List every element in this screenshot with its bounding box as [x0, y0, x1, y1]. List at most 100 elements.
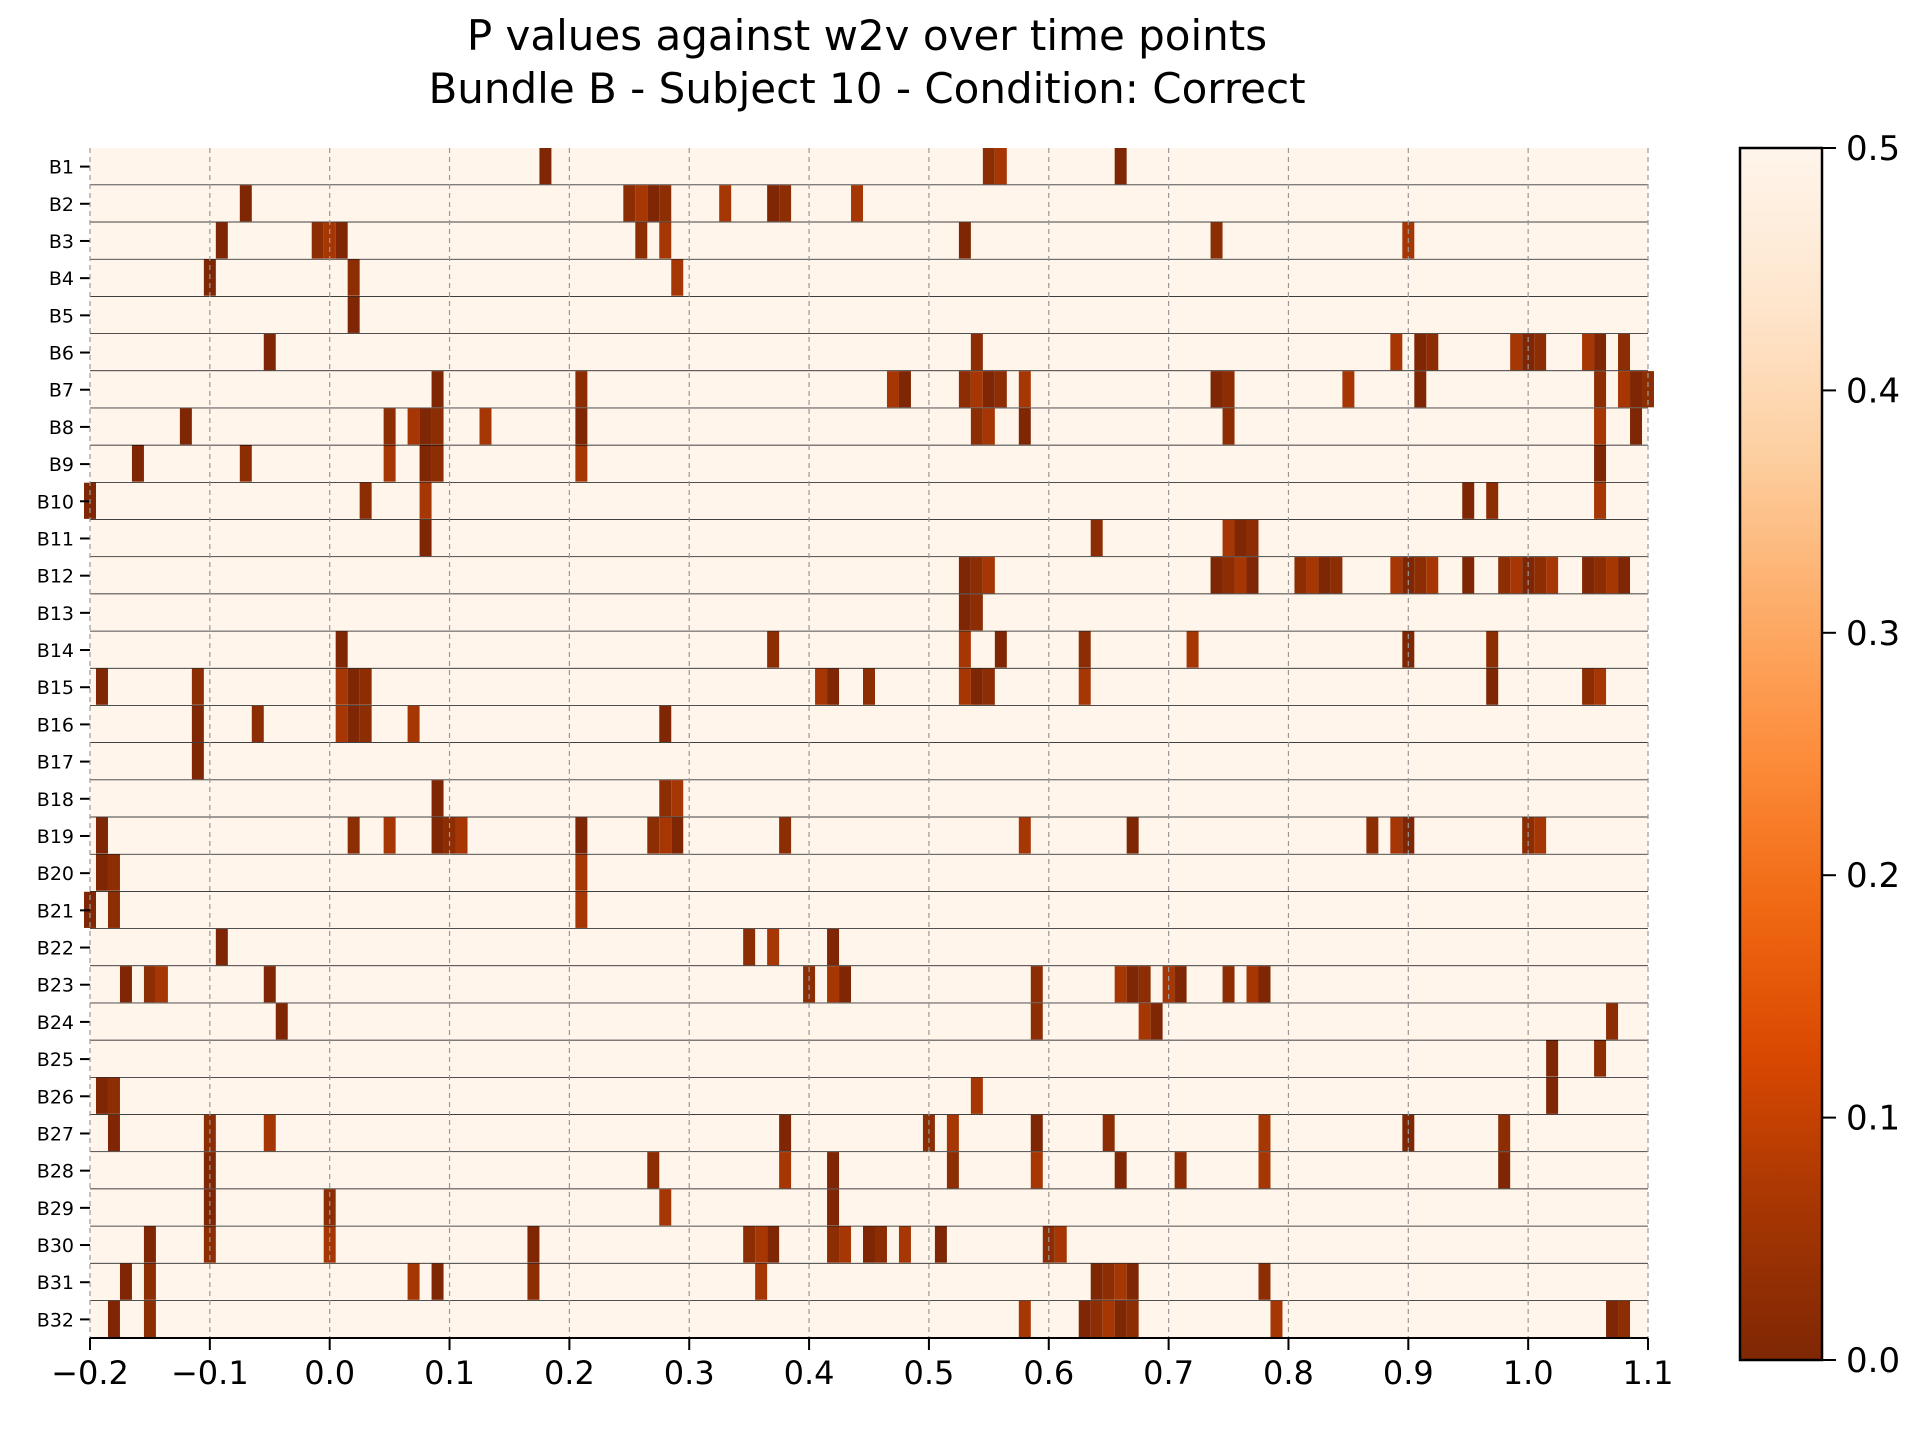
- y-tick-label: B7: [49, 380, 74, 402]
- y-tick-label: B5: [49, 305, 74, 327]
- heatmap-cell: [1030, 966, 1043, 1003]
- x-tick-label: 0.6: [1023, 1354, 1074, 1392]
- heatmap-cell: [827, 928, 840, 966]
- heatmap-row-B13: B13: [37, 594, 1648, 633]
- heatmap-cell: [431, 1263, 444, 1300]
- heatmap-cell: [898, 1226, 911, 1263]
- y-tick-label: B30: [37, 1235, 74, 1257]
- row-background: [90, 557, 1648, 594]
- x-tick-label: 0.8: [1263, 1354, 1314, 1392]
- heatmap-cell: [239, 445, 252, 482]
- heatmap-cell: [755, 1226, 768, 1263]
- heatmap-cell: [647, 817, 660, 854]
- heatmap-cell: [1054, 1226, 1067, 1263]
- heatmap-cell: [1186, 631, 1199, 668]
- heatmap-row-B8: B8: [49, 408, 1648, 447]
- heatmap-row-B32: B32: [37, 1300, 1648, 1339]
- heatmap-cell: [1318, 557, 1331, 594]
- x-tick-label: 1.1: [1623, 1354, 1674, 1392]
- heatmap-cell: [1582, 668, 1595, 705]
- row-background: [90, 780, 1648, 817]
- heatmap-cell: [251, 705, 264, 742]
- heatmap-cell: [575, 408, 588, 445]
- colorbar-tick-label: 0.5: [1846, 129, 1900, 169]
- heatmap-cell: [95, 854, 108, 891]
- heatmap-cell: [1114, 1263, 1127, 1300]
- x-tick-label: −0.2: [51, 1354, 129, 1392]
- heatmap-cell: [647, 1152, 660, 1189]
- heatmap-cell: [659, 185, 672, 222]
- heatmap-cell: [107, 854, 120, 891]
- heatmap-cell: [431, 817, 444, 854]
- heatmap-cell: [335, 668, 348, 705]
- heatmap-cell: [1246, 966, 1259, 1003]
- row-background: [90, 1003, 1648, 1040]
- y-tick-label: B12: [37, 566, 74, 588]
- heatmap-cell: [1078, 1300, 1091, 1337]
- heatmap-cell: [1018, 408, 1031, 445]
- heatmap-row-B14: B14: [37, 631, 1648, 670]
- heatmap-row-B26: B26: [37, 1077, 1648, 1116]
- heatmap-cell: [191, 668, 204, 705]
- heatmap-cell: [779, 1114, 792, 1152]
- heatmap-cell: [1606, 557, 1619, 594]
- heatmap-cell: [803, 966, 816, 1003]
- row-background: [90, 928, 1648, 966]
- heatmap-cell: [1486, 668, 1499, 705]
- heatmap-cell: [1594, 1040, 1607, 1077]
- heatmap-row-B30: B30: [37, 1226, 1648, 1265]
- heatmap-cell: [1510, 557, 1523, 594]
- heatmap-cell: [1030, 1114, 1043, 1152]
- heatmap-row-B28: B28: [37, 1152, 1648, 1190]
- heatmap-cell: [659, 705, 672, 742]
- heatmap-cell: [1102, 1300, 1115, 1337]
- colorbar-tick-label: 0.2: [1846, 856, 1900, 896]
- heatmap-cell: [1534, 557, 1547, 594]
- heatmap-cell: [1330, 557, 1343, 594]
- heatmap-cell: [1234, 519, 1247, 557]
- colorbar-tick-label: 0.1: [1846, 1099, 1900, 1139]
- heatmap-cell: [1258, 1114, 1271, 1152]
- heatmap-cell: [1486, 482, 1499, 519]
- heatmap-cell: [575, 371, 588, 408]
- y-tick-label: B14: [37, 640, 74, 662]
- heatmap-cell: [359, 705, 372, 742]
- heatmap-cell: [95, 1077, 108, 1114]
- heatmap-cell: [958, 594, 971, 631]
- y-tick-label: B17: [37, 752, 74, 774]
- heatmap-row-B22: B22: [37, 928, 1648, 967]
- heatmap-cell: [1606, 1003, 1619, 1040]
- heatmap-cell: [143, 1300, 156, 1337]
- heatmap-cell: [1138, 1003, 1151, 1040]
- heatmap-cell: [479, 408, 492, 445]
- heatmap-cell: [779, 817, 792, 854]
- heatmap-cell: [1510, 333, 1523, 371]
- heatmap-cell: [1114, 966, 1127, 1003]
- heatmap-cell: [1042, 1226, 1055, 1263]
- heatmap-cell: [958, 631, 971, 668]
- heatmap-cell: [1390, 557, 1403, 594]
- heatmap-cell: [239, 185, 252, 222]
- heatmap-cell: [263, 333, 276, 371]
- heatmap-cell: [958, 557, 971, 594]
- heatmap-cell: [275, 1003, 288, 1040]
- heatmap-cell: [1222, 519, 1235, 557]
- heatmap-cell: [119, 966, 132, 1003]
- heatmap-cell: [1126, 1300, 1139, 1337]
- heatmap-cell: [671, 817, 684, 854]
- heatmap-cell: [958, 371, 971, 408]
- y-tick-label: B26: [37, 1086, 74, 1108]
- heatmap-cell: [827, 1189, 840, 1226]
- heatmap-cell: [383, 408, 396, 445]
- heatmap-row-B21: B21: [37, 891, 1648, 930]
- heatmap-cell: [215, 222, 228, 259]
- colorbar-tick-label: 0.0: [1846, 1341, 1900, 1381]
- x-tick-label: 0.3: [664, 1354, 715, 1392]
- heatmap-cell: [359, 482, 372, 519]
- heatmap-row-B12: B12: [37, 557, 1648, 595]
- heatmap-row-B31: B31: [37, 1263, 1648, 1302]
- heatmap-cell: [311, 222, 324, 259]
- heatmap-cell: [1126, 817, 1139, 854]
- heatmap-cell: [970, 408, 983, 445]
- y-tick-label: B24: [37, 1012, 74, 1034]
